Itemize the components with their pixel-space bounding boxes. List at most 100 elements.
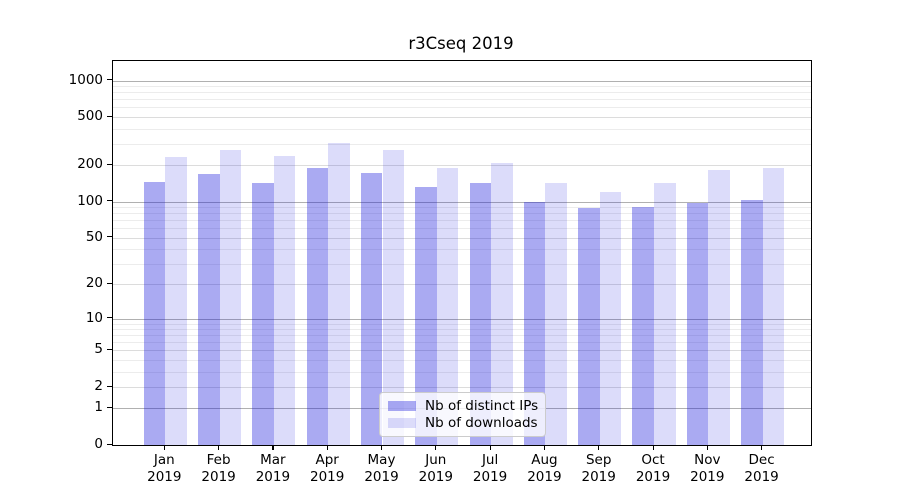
bar-distinct-ips bbox=[252, 182, 274, 445]
legend-label-distinct-ips: Nb of distinct IPs bbox=[425, 398, 539, 415]
y-tick-label: 5 bbox=[94, 341, 103, 358]
y-tick-mark bbox=[107, 115, 112, 117]
x-tick-label: Aug 2019 bbox=[527, 452, 562, 485]
x-tick-mark bbox=[272, 445, 274, 450]
bar-distinct-ips bbox=[143, 182, 166, 445]
y-tick-label: 200 bbox=[77, 156, 103, 173]
y-tick-mark bbox=[107, 79, 112, 81]
y-tick-label: 1000 bbox=[68, 71, 103, 88]
gridline-minor bbox=[113, 128, 811, 130]
x-tick-mark bbox=[326, 445, 328, 450]
x-tick-mark bbox=[543, 445, 546, 450]
bar-downloads bbox=[436, 167, 459, 445]
x-tick-label: Jan 2019 bbox=[147, 452, 182, 485]
bar-distinct-ips bbox=[686, 202, 709, 445]
gridline-5 bbox=[113, 350, 811, 352]
gridline-minor bbox=[113, 263, 811, 265]
plot-area bbox=[112, 60, 812, 446]
y-tick-mark bbox=[107, 443, 112, 445]
bar-downloads bbox=[599, 192, 622, 445]
gridline-minor bbox=[113, 228, 811, 230]
y-tick-label: 50 bbox=[85, 228, 103, 245]
x-tick-mark bbox=[598, 445, 600, 450]
gridline-100 bbox=[113, 201, 811, 203]
x-tick-mark bbox=[761, 445, 763, 450]
bar-distinct-ips bbox=[415, 187, 437, 445]
bar-downloads bbox=[654, 183, 676, 445]
bar-downloads bbox=[762, 167, 785, 445]
gridline-minor bbox=[113, 323, 811, 325]
x-tick-label: Feb 2019 bbox=[201, 452, 236, 485]
x-tick-mark bbox=[652, 445, 654, 450]
legend: Nb of distinct IPs Nb of downloads bbox=[379, 392, 546, 437]
bar-distinct-ips bbox=[469, 182, 492, 445]
bar-distinct-ips bbox=[632, 207, 654, 445]
bar-downloads bbox=[219, 149, 242, 445]
x-tick-mark bbox=[381, 445, 383, 450]
x-tick-label: May 2019 bbox=[364, 452, 399, 485]
x-tick-mark bbox=[489, 445, 491, 450]
bar-downloads bbox=[491, 162, 513, 445]
bar-downloads bbox=[165, 156, 187, 445]
gridline-minor bbox=[113, 360, 811, 362]
legend-item-distinct-ips: Nb of distinct IPs bbox=[388, 398, 539, 415]
x-tick-mark bbox=[163, 445, 165, 450]
y-tick-mark bbox=[107, 282, 112, 285]
legend-swatch-distinct-ips bbox=[388, 401, 416, 412]
bar-downloads bbox=[382, 150, 405, 445]
gridline-2 bbox=[113, 387, 811, 389]
bar-downloads bbox=[708, 170, 730, 445]
bar-distinct-ips bbox=[523, 201, 546, 445]
gridline-200 bbox=[113, 165, 811, 167]
gridline-50 bbox=[113, 237, 811, 239]
x-tick-mark bbox=[435, 445, 437, 450]
y-tick-mark bbox=[107, 317, 112, 319]
bar-distinct-ips bbox=[306, 167, 329, 445]
x-tick-label: Oct 2019 bbox=[635, 452, 671, 485]
bar-distinct-ips bbox=[578, 208, 600, 445]
gridline-minor bbox=[113, 107, 811, 109]
gridline-minor bbox=[113, 342, 811, 344]
gridline-minor bbox=[113, 213, 811, 215]
y-tick-label: 0 bbox=[94, 436, 103, 452]
gridline-minor bbox=[113, 99, 811, 101]
x-tick-mark bbox=[218, 445, 220, 450]
bar-downloads bbox=[328, 142, 350, 445]
gridline-minor bbox=[113, 143, 811, 145]
gridline-minor bbox=[113, 92, 811, 94]
y-tick-mark bbox=[107, 163, 112, 165]
y-tick-label: 1 bbox=[94, 399, 103, 416]
gridline-minor bbox=[113, 371, 811, 373]
y-tick-mark bbox=[107, 200, 112, 202]
y-tick-mark bbox=[107, 236, 112, 238]
y-tick-label: 20 bbox=[85, 275, 103, 292]
x-tick-mark bbox=[706, 445, 708, 450]
bar-downloads bbox=[545, 182, 567, 445]
y-tick-mark bbox=[107, 385, 112, 387]
legend-swatch-downloads bbox=[388, 417, 416, 428]
y-tick-label: 100 bbox=[77, 192, 103, 209]
y-tick-mark bbox=[107, 348, 112, 351]
bar-downloads bbox=[273, 156, 296, 445]
x-tick-label: Dec 2019 bbox=[744, 452, 779, 485]
x-tick-label: Apr 2019 bbox=[310, 452, 345, 485]
y-tick-label: 10 bbox=[85, 309, 103, 326]
chart-title: r3Cseq 2019 bbox=[408, 34, 514, 53]
gridline-500 bbox=[113, 117, 811, 119]
bar-distinct-ips bbox=[741, 200, 763, 445]
y-tick-mark bbox=[107, 406, 112, 409]
gridline-minor bbox=[113, 329, 811, 331]
gridline-minor bbox=[113, 86, 811, 88]
legend-label-downloads: Nb of downloads bbox=[425, 414, 538, 431]
bar-distinct-ips bbox=[360, 173, 383, 445]
x-tick-label: Nov 2019 bbox=[690, 452, 725, 485]
x-tick-label: Jun 2019 bbox=[418, 452, 453, 485]
gridline-minor bbox=[113, 249, 811, 251]
x-tick-label: Jul 2019 bbox=[472, 452, 508, 485]
gridline-1000 bbox=[113, 80, 811, 82]
gridline-minor bbox=[113, 220, 811, 222]
y-tick-label: 500 bbox=[77, 108, 103, 125]
x-tick-label: Sep 2019 bbox=[581, 452, 616, 485]
gridline-minor bbox=[113, 335, 811, 337]
y-tick-label: 2 bbox=[94, 378, 103, 395]
